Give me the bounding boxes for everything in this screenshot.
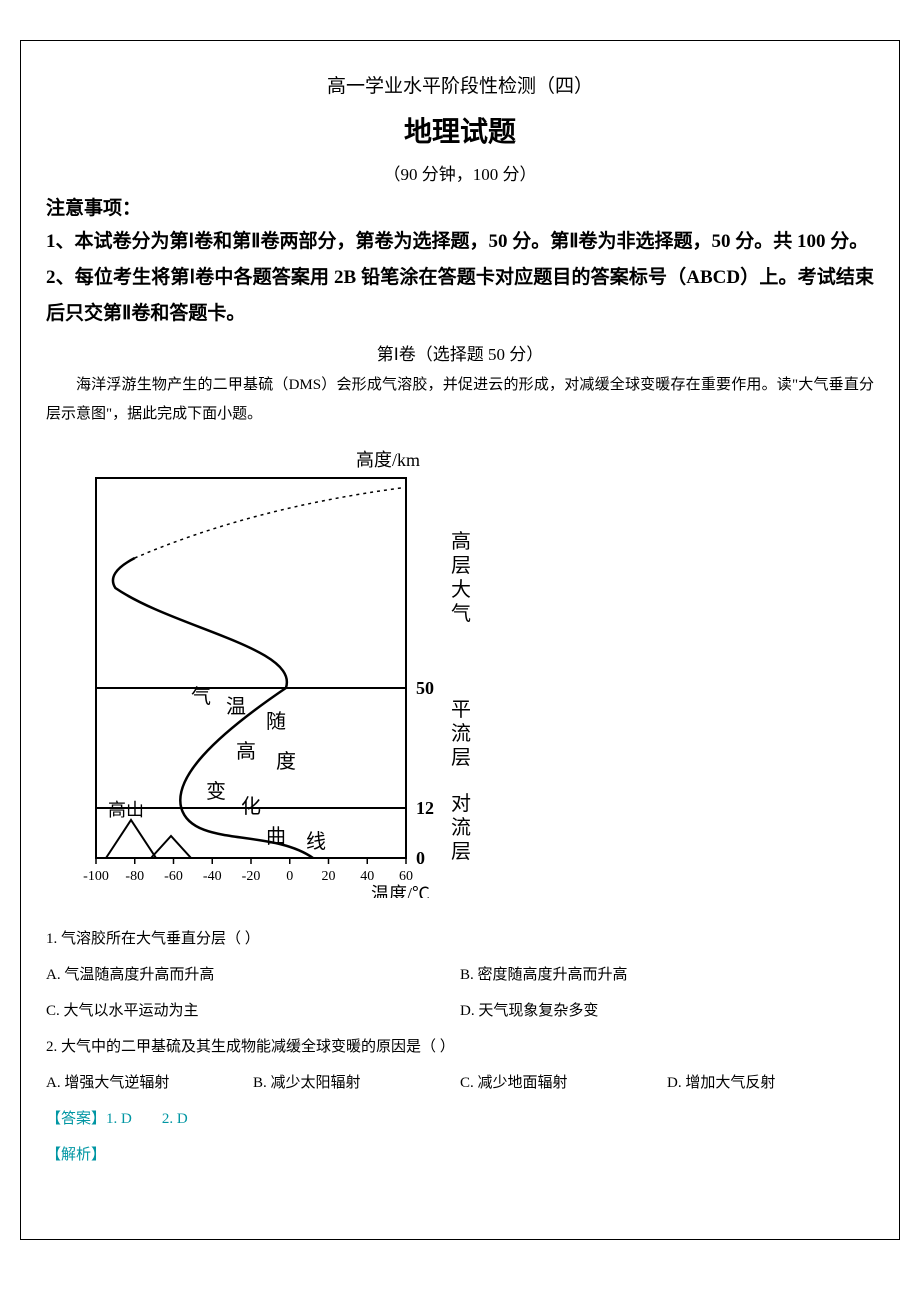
- section-1-title: 第Ⅰ卷（选择题 50 分）: [46, 340, 874, 365]
- svg-text:-100: -100: [83, 869, 109, 884]
- passage-text: 海洋浮游生物产生的二甲基硫（DMS）会形成气溶胶，并促进云的形成，对减缓全球变暖…: [46, 371, 874, 428]
- svg-text:高: 高: [236, 740, 256, 763]
- question-1-options: A. 气温随高度升高而升高 B. 密度随高度升高而升高 C. 大气以水平运动为主…: [46, 957, 874, 1029]
- svg-text:高山: 高山: [108, 800, 144, 820]
- svg-text:50: 50: [416, 678, 434, 698]
- atmosphere-diagram: -100 -80 -60 -40 -20 0 20 40 60温度/℃ 0 12 50 高度/km 高山 气…: [66, 438, 874, 903]
- q2-option-c: C. 减少地面辐射: [460, 1065, 667, 1101]
- svg-text:气: 气: [451, 602, 471, 625]
- q2-option-b: B. 减少太阳辐射: [253, 1065, 460, 1101]
- svg-text:12: 12: [416, 798, 434, 818]
- notes-label: 注意事项：: [46, 193, 874, 220]
- explanation-label: 【解析】: [46, 1137, 874, 1173]
- svg-text:流: 流: [451, 722, 471, 745]
- answer-1: 1. D: [106, 1101, 132, 1137]
- svg-text:温度/℃: 温度/℃: [371, 884, 430, 898]
- q1-option-b: B. 密度随高度升高而升高: [460, 957, 874, 993]
- exam-subtitle: 高一学业水平阶段性检测（四）: [46, 71, 874, 98]
- svg-text:0: 0: [286, 869, 293, 884]
- page-frame: 高一学业水平阶段性检测（四） 地理试题 （90 分钟，100 分） 注意事项： …: [20, 40, 900, 1240]
- time-score: （90 分钟，100 分）: [46, 160, 874, 185]
- svg-text:0: 0: [416, 848, 425, 868]
- svg-text:大: 大: [451, 578, 471, 601]
- svg-text:-20: -20: [242, 869, 261, 884]
- answer-prefix: 【答案】: [46, 1111, 106, 1127]
- svg-text:平: 平: [451, 699, 471, 721]
- note-1: 1、本试卷分为第Ⅰ卷和第Ⅱ卷两部分，第卷为选择题，50 分。第Ⅱ卷为非选择题，5…: [46, 224, 874, 260]
- svg-text:层: 层: [451, 747, 471, 769]
- svg-text:流: 流: [451, 816, 471, 839]
- svg-text:度: 度: [276, 750, 296, 773]
- q1-option-a: A. 气温随高度升高而升高: [46, 957, 460, 993]
- svg-text:20: 20: [322, 869, 336, 884]
- svg-text:线: 线: [306, 830, 326, 853]
- svg-text:-80: -80: [125, 869, 144, 884]
- svg-text:对: 对: [451, 792, 471, 815]
- svg-text:气: 气: [191, 685, 211, 708]
- q1-option-c: C. 大气以水平运动为主: [46, 993, 460, 1029]
- q1-option-d: D. 天气现象复杂多变: [460, 993, 874, 1029]
- exam-title: 地理试题: [46, 110, 874, 150]
- svg-text:曲: 曲: [266, 825, 286, 848]
- note-2: 2、每位考生将第Ⅰ卷中各题答案用 2B 铅笔涂在答题卡对应题目的答案标号（ABC…: [46, 260, 874, 332]
- question-2-stem: 2. 大气中的二甲基硫及其生成物能减缓全球变暖的原因是（ ）: [46, 1029, 874, 1065]
- svg-text:-40: -40: [203, 869, 222, 884]
- svg-text:层: 层: [451, 841, 471, 863]
- question-2-options: A. 增强大气逆辐射 B. 减少太阳辐射 C. 减少地面辐射 D. 增加大气反射: [46, 1065, 874, 1101]
- svg-text:高: 高: [451, 530, 471, 553]
- svg-text:高度/km: 高度/km: [356, 450, 420, 470]
- svg-text:温: 温: [226, 695, 246, 718]
- svg-text:随: 随: [266, 710, 286, 733]
- svg-text:层: 层: [451, 555, 471, 577]
- svg-text:变: 变: [206, 780, 226, 803]
- q2-option-a: A. 增强大气逆辐射: [46, 1065, 253, 1101]
- answer-2: 2. D: [162, 1101, 188, 1137]
- question-1-stem: 1. 气溶胶所在大气垂直分层（ ）: [46, 921, 874, 957]
- svg-text:40: 40: [360, 869, 374, 884]
- answer-line: 【答案】1. D 2. D: [46, 1101, 874, 1137]
- svg-text:60: 60: [399, 869, 413, 884]
- svg-text:化: 化: [241, 795, 261, 818]
- svg-text:-60: -60: [164, 869, 183, 884]
- q2-option-d: D. 增加大气反射: [667, 1065, 874, 1101]
